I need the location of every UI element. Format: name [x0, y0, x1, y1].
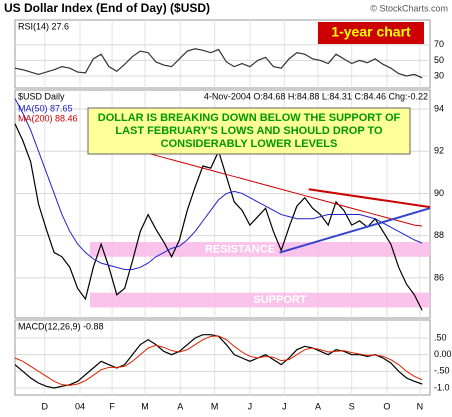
y-tick-label: 94 — [434, 103, 444, 113]
band — [90, 292, 430, 308]
panel-label: $USD Daily — [18, 91, 65, 101]
series-line — [14, 335, 423, 386]
x-tick-label: M — [211, 401, 219, 411]
chart-title: US Dollar Index (End of Day) ($USD) — [4, 1, 210, 15]
x-tick-label: 04 — [75, 401, 85, 411]
x-tick-label: N — [417, 401, 424, 411]
y-tick-label: 88 — [434, 230, 444, 240]
note: CONSIDERABLY LOWER LEVELS — [161, 138, 338, 150]
x-tick-label: A — [177, 401, 183, 411]
legend-entry: MA(50) 87.65 — [18, 103, 73, 113]
series-line — [14, 48, 423, 79]
y-tick-label: .50 — [434, 332, 447, 342]
y-tick-label: 92 — [434, 146, 444, 156]
x-tick-label: M — [141, 401, 149, 411]
band — [90, 242, 430, 257]
x-tick-label: D — [42, 401, 49, 411]
y-tick-label: -.50 — [434, 366, 450, 376]
y-tick-label: 30 — [434, 70, 444, 80]
x-tick-label: S — [349, 401, 355, 411]
legend-entry: MA(200) 88.46 — [18, 113, 78, 123]
note-box — [87, 107, 411, 155]
band-label: RESISTANCE — [205, 243, 275, 255]
series-line — [14, 98, 423, 270]
y-tick-label: 0.00 — [434, 349, 452, 359]
panel — [14, 319, 431, 396]
x-tick-label: F — [109, 401, 115, 411]
note: DOLLAR IS BREAKING DOWN BELOW THE SUPPOR… — [98, 112, 401, 124]
x-tick-label: A — [315, 401, 321, 411]
y-tick-label: 70 — [434, 39, 444, 49]
x-tick-label: J — [248, 401, 253, 411]
x-tick-label: J — [282, 401, 287, 411]
panel-label: RSI(14) 27.6 — [18, 21, 69, 31]
credit: © StockCharts.com — [370, 3, 448, 13]
quote: 4-Nov-2004 O:84.68 H:84.88 L:84.31 C:84.… — [204, 91, 428, 101]
y-tick-label: 86 — [434, 272, 444, 282]
trend-line — [308, 188, 431, 209]
tag: 1-year chart — [331, 24, 411, 40]
tag-box — [318, 22, 424, 44]
band-label: SUPPORT — [253, 294, 306, 306]
note: LAST FEBRUARY'S LOWS AND SHOULD DROP TO — [115, 125, 383, 137]
y-tick-label: 50 — [434, 55, 444, 65]
y-tick-label: -1.0 — [434, 382, 450, 392]
series-line — [108, 142, 423, 227]
x-tick-label: O — [383, 401, 390, 411]
panel-label: MACD(12,26,9) -0.88 — [18, 321, 104, 331]
y-tick-label: 90 — [434, 188, 444, 198]
trend-line — [279, 207, 431, 254]
